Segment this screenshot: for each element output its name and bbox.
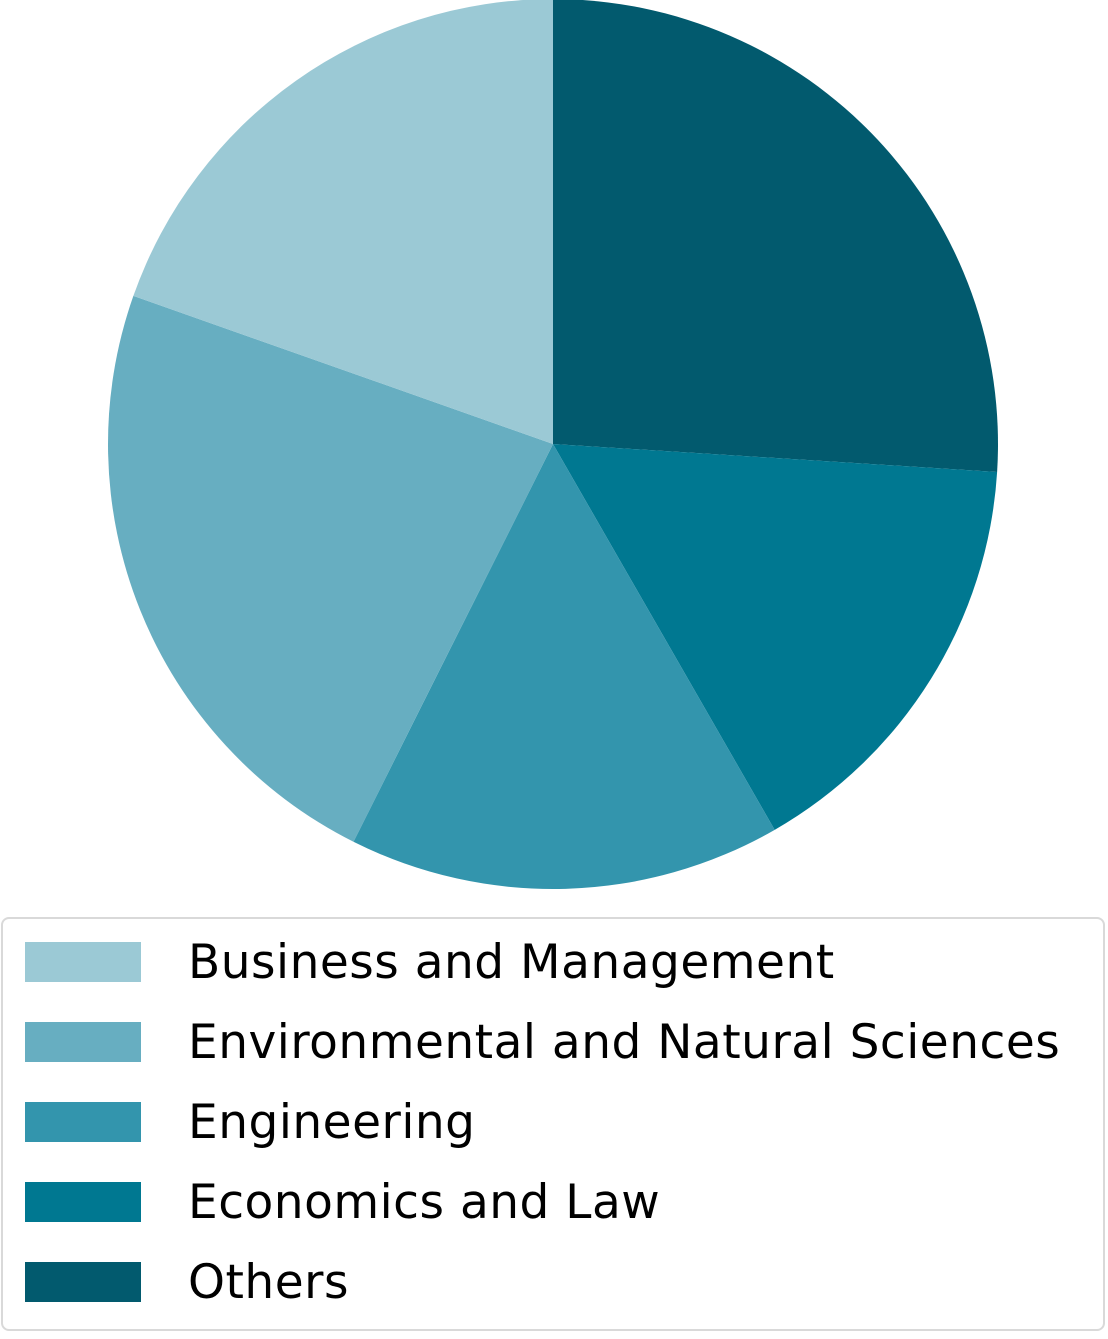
legend-item-environmental-and-natural-sciences: Environmental and Natural Sciences (3, 1015, 1103, 1099)
pie-slice-environmental-and-natural-sciences (108, 295, 554, 842)
legend-item-economics-and-law: Economics and Law (3, 1175, 1103, 1259)
legend-swatch (25, 1182, 141, 1222)
pie-slice-others (553, 0, 998, 472)
legend-label: Others (188, 1255, 349, 1310)
pie-slice-economics-and-law (553, 444, 998, 830)
legend-item-business-and-management: Business and Management (3, 935, 1103, 1019)
legend: Business and Management Environmental an… (1, 917, 1105, 1331)
legend-swatch (25, 1022, 141, 1062)
legend-swatch (25, 942, 141, 982)
legend-label: Business and Management (188, 935, 835, 990)
pie-chart (108, 0, 998, 890)
legend-item-engineering: Engineering (3, 1095, 1103, 1179)
legend-item-others: Others (3, 1255, 1103, 1339)
legend-label: Engineering (188, 1095, 476, 1150)
pie-slice-engineering (353, 444, 775, 890)
pie-slice-business-and-management (133, 0, 553, 444)
legend-swatch (25, 1262, 141, 1302)
legend-swatch (25, 1102, 141, 1142)
legend-label: Environmental and Natural Sciences (188, 1015, 1061, 1070)
pie-svg (108, 0, 998, 890)
legend-label: Economics and Law (188, 1175, 661, 1230)
